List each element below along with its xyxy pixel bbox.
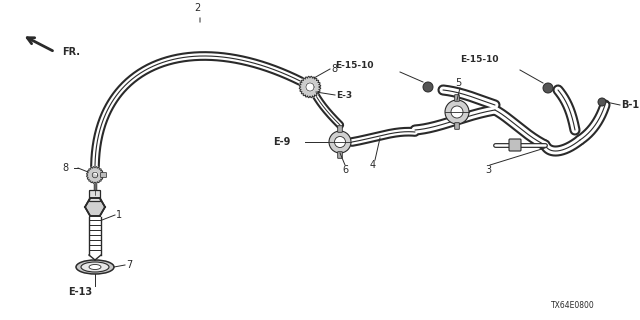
Polygon shape xyxy=(85,198,105,216)
Text: 6: 6 xyxy=(342,165,348,175)
Polygon shape xyxy=(93,172,98,175)
Text: 2: 2 xyxy=(194,3,200,13)
Text: 5: 5 xyxy=(455,78,461,88)
Circle shape xyxy=(451,106,463,118)
Text: 3: 3 xyxy=(485,165,491,175)
FancyBboxPatch shape xyxy=(100,172,106,178)
Text: E-9: E-9 xyxy=(273,137,290,147)
Circle shape xyxy=(335,137,346,148)
Circle shape xyxy=(423,82,433,92)
Circle shape xyxy=(329,131,351,153)
Text: B-1: B-1 xyxy=(621,100,639,110)
Ellipse shape xyxy=(81,262,109,272)
Text: E-15-10: E-15-10 xyxy=(460,55,499,65)
Text: 1: 1 xyxy=(116,210,122,220)
FancyBboxPatch shape xyxy=(454,95,460,101)
Text: FR.: FR. xyxy=(62,47,80,57)
FancyBboxPatch shape xyxy=(338,152,342,158)
Text: TX64E0800: TX64E0800 xyxy=(551,301,595,310)
Ellipse shape xyxy=(76,260,114,274)
FancyBboxPatch shape xyxy=(338,126,342,132)
Polygon shape xyxy=(306,83,314,91)
Text: E-15-10: E-15-10 xyxy=(335,60,374,69)
FancyBboxPatch shape xyxy=(90,190,100,202)
Text: 4: 4 xyxy=(370,160,376,170)
Text: E-3: E-3 xyxy=(336,92,352,100)
Circle shape xyxy=(543,83,553,93)
Text: 8: 8 xyxy=(62,163,68,173)
Circle shape xyxy=(445,100,469,124)
Polygon shape xyxy=(300,76,321,98)
FancyBboxPatch shape xyxy=(454,123,460,129)
Text: 7: 7 xyxy=(126,260,132,270)
Text: E-13: E-13 xyxy=(68,287,92,297)
Circle shape xyxy=(598,98,606,106)
Polygon shape xyxy=(86,167,104,183)
Text: 8: 8 xyxy=(331,64,337,74)
FancyBboxPatch shape xyxy=(509,139,521,151)
Ellipse shape xyxy=(89,265,101,269)
